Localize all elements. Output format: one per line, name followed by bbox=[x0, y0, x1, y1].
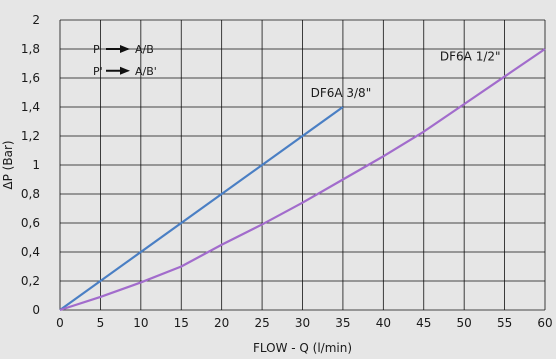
legend: P A/B P' A/B' bbox=[93, 43, 157, 78]
legend-port-from-2: P' bbox=[93, 65, 103, 78]
x-axis-label: FLOW - Q (l/min) bbox=[253, 341, 352, 355]
series-line-2 bbox=[59, 48, 546, 312]
y-tick-label: 0,8 bbox=[21, 187, 40, 201]
y-tick-label: 1,2 bbox=[21, 129, 40, 143]
x-tick-label: 5 bbox=[97, 316, 105, 330]
series-lines bbox=[59, 48, 546, 312]
legend-arrow-2-icon bbox=[106, 66, 130, 75]
legend-port-to-1: A/B bbox=[135, 43, 154, 56]
x-tick-label: 40 bbox=[376, 316, 391, 330]
x-tick-label: 45 bbox=[416, 316, 431, 330]
grid bbox=[59, 19, 546, 311]
series-label-3-8: DF6A 3/8" bbox=[311, 86, 372, 100]
y-tick-label: 1,6 bbox=[21, 71, 40, 85]
y-tick-label: 0,2 bbox=[21, 274, 40, 288]
x-tick-label: 55 bbox=[497, 316, 512, 330]
x-tick-label: 30 bbox=[295, 316, 310, 330]
y-tick-label: 1,4 bbox=[21, 100, 40, 114]
y-tick-label: 0 bbox=[32, 303, 40, 317]
x-tick-label: 15 bbox=[174, 316, 189, 330]
x-tick-label: 0 bbox=[56, 316, 64, 330]
y-tick-label: 2 bbox=[32, 13, 40, 27]
y-axis-label: ΔP (Bar) bbox=[1, 140, 15, 189]
x-tick-label: 10 bbox=[133, 316, 148, 330]
series-line-1 bbox=[59, 106, 344, 311]
series-label-1-2: DF6A 1/2" bbox=[440, 50, 501, 64]
tick-labels: 0 5 10 15 20 25 30 35 40 45 50 55 60 0 0,2 0,4 0,6 0,8 1 1,… bbox=[21, 13, 553, 330]
y-tick-label: 0,6 bbox=[21, 216, 40, 230]
y-tick-label: 1,8 bbox=[21, 42, 40, 56]
y-tick-label: 1 bbox=[32, 158, 40, 172]
x-tick-label: 60 bbox=[537, 316, 552, 330]
y-tick-label: 0,4 bbox=[21, 245, 40, 259]
legend-port-to-2: A/B' bbox=[135, 65, 157, 78]
x-tick-label: 50 bbox=[457, 316, 472, 330]
legend-arrow-1-icon bbox=[106, 45, 130, 53]
legend-port-from-1: P bbox=[93, 43, 100, 56]
x-tick-label: 35 bbox=[335, 316, 350, 330]
x-tick-label: 25 bbox=[254, 316, 269, 330]
x-tick-label: 20 bbox=[214, 316, 229, 330]
